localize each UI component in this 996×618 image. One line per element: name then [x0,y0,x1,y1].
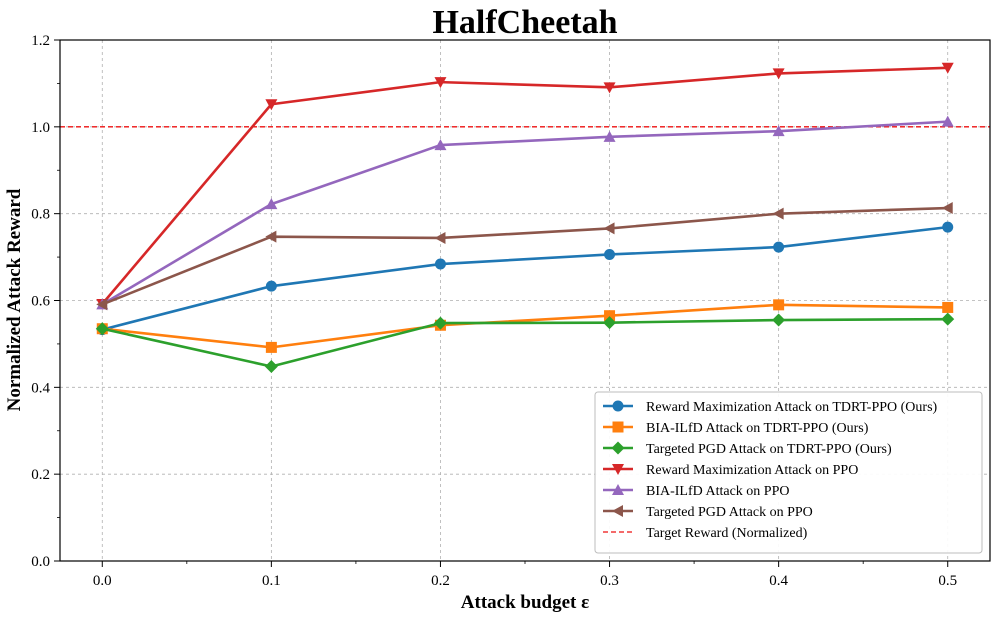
y-tick-label: 0.2 [31,467,50,483]
data-point [941,62,954,74]
series-4 [96,115,954,310]
data-point [941,115,954,127]
data-point [603,82,616,94]
data-point [603,130,616,142]
legend-item: Targeted PGD Attack on PPO [603,505,813,520]
data-point [265,99,278,111]
x-axis-label: Attack budget ε [461,592,589,613]
x-tick-label: 0.4 [769,573,788,589]
data-point [942,221,954,233]
y-axis-ticks: 0.0 0.2 0.4 0.6 0.8 1.0 1.2 [31,33,60,570]
legend-items: Reward Maximization Attack on TDRT-PPO (… [603,400,938,541]
legend-marker [611,441,625,455]
x-tick-label: 0.2 [431,573,450,589]
data-point [941,202,953,215]
legend-marker [612,505,623,517]
data-point [434,77,447,89]
y-tick-label: 1.0 [31,120,50,136]
legend-item: BIA-ILfD Attack on PPO [603,484,790,499]
x-tick-label: 0.3 [600,573,619,589]
series-0 [96,221,954,336]
data-point [433,316,447,330]
data-point [434,231,446,244]
legend-marker [612,421,624,433]
legend-item: Reward Maximization Attack on PPO [603,463,858,478]
data-point [434,139,447,151]
y-tick-label: 0.8 [31,207,50,223]
legend-label: Reward Maximization Attack on PPO [646,463,858,478]
data-point [264,359,278,373]
series-line [101,66,948,305]
x-tick-label: 0.5 [938,573,957,589]
legend-box [594,391,983,554]
series-line [101,225,948,331]
data-point [942,301,954,313]
series-3 [96,62,954,310]
legend-label: Reward Maximization Attack on TDRT-PPO (… [646,400,938,415]
x-axis-ticks: 0.0 0.1 0.2 0.3 0.4 0.5 [93,561,957,589]
legend-item: Reward Maximization Attack on TDRT-PPO (… [603,400,938,415]
data-point [265,230,277,243]
legend-item: Targeted PGD Attack on TDRT-PPO (Ours) [603,441,892,457]
chart-title: HalfCheetah [432,4,617,41]
data-point [265,198,278,210]
data-point [772,125,785,137]
series-line [101,120,948,306]
legend-marker [612,400,624,412]
data-point [95,322,109,336]
data-point [941,312,955,326]
y-tick-label: 0.6 [31,294,50,310]
data-point [96,298,108,311]
series-line [102,303,948,349]
data-point [772,313,786,327]
data-point [773,299,785,311]
legend-item: Target Reward (Normalized) [603,526,808,541]
data-point [604,248,616,260]
data-point [772,207,784,220]
legend-marker [612,484,624,495]
legend-label: Targeted PGD Attack on PPO [646,505,813,520]
legend-label: BIA-ILfD Attack on TDRT-PPO (Ours) [646,421,869,436]
data-point [603,316,617,330]
y-axis-label: Normalized Attack Reward [4,188,25,411]
data-point [773,241,785,253]
series-1 [96,299,954,353]
series-line [101,206,948,306]
data-point [265,341,277,353]
data-point [265,280,277,292]
legend: Reward Maximization Attack on TDRT-PPO (… [594,391,983,554]
legend-label: Targeted PGD Attack on TDRT-PPO (Ours) [646,442,892,457]
series-group [95,62,955,373]
x-tick-label: 0.0 [93,573,112,589]
data-point [434,258,446,270]
series-5 [96,202,953,311]
series-2 [95,312,955,373]
data-point [603,222,615,235]
data-point [604,310,616,322]
y-tick-label: 1.2 [31,33,50,49]
series-line [101,317,948,368]
y-tick-label: 0.4 [31,380,50,396]
data-point [772,68,785,80]
legend-marker [612,464,624,475]
legend-label: Target Reward (Normalized) [646,526,808,541]
y-tick-label: 0.0 [31,554,50,570]
legend-label: BIA-ILfD Attack on PPO [646,484,790,499]
x-tick-label: 0.1 [262,573,281,589]
legend-item: BIA-ILfD Attack on TDRT-PPO (Ours) [603,421,869,436]
